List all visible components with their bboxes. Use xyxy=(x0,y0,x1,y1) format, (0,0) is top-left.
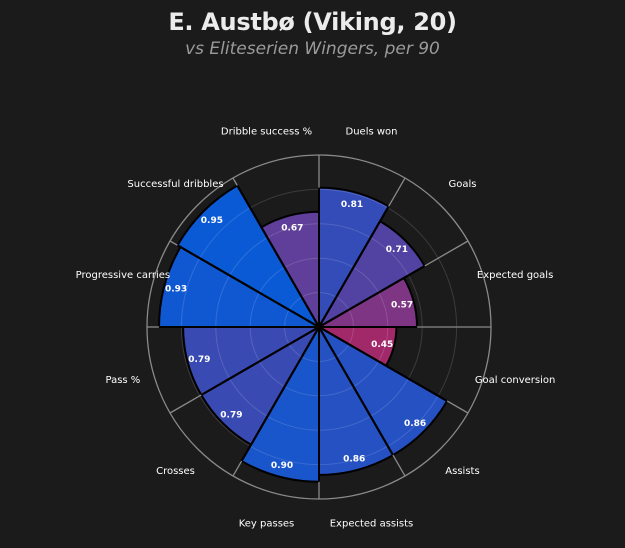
chart-title: E. Austbø (Viking, 20) xyxy=(168,8,457,36)
value-label: 0.81 xyxy=(341,200,363,210)
spoke-dark xyxy=(318,265,426,328)
bar-wedge xyxy=(176,184,322,330)
spoke-light xyxy=(232,460,243,477)
spoke-light xyxy=(424,240,469,267)
value-label: 0.86 xyxy=(343,454,365,464)
category-label: Goals xyxy=(449,179,477,190)
bars-layer xyxy=(158,184,449,483)
value-label: 0.86 xyxy=(404,419,426,429)
spoke-light xyxy=(392,454,406,477)
category-label: Progressive carries xyxy=(76,270,171,281)
value-label: 0.71 xyxy=(386,245,408,255)
category-label: Dribble success % xyxy=(221,126,312,137)
grid-layer xyxy=(146,154,492,500)
category-label: Pass % xyxy=(105,375,140,386)
chart-subtitle: vs Eliteserien Wingers, per 90 xyxy=(185,39,440,59)
spoke-dark xyxy=(318,326,394,456)
value-label: 0.93 xyxy=(165,285,187,295)
labels-layer: Duels won Goals Expected goals Goal convers… xyxy=(76,126,556,529)
spoke-dark xyxy=(236,184,320,328)
spoke-light xyxy=(232,177,238,186)
spoke-dark xyxy=(318,205,390,328)
value-label: 0.79 xyxy=(220,411,242,421)
category-label: Expected goals xyxy=(477,270,553,281)
value-label: 0.57 xyxy=(391,301,413,311)
center-dot xyxy=(316,324,322,330)
value-label: 0.90 xyxy=(271,461,293,471)
value-label: 0.95 xyxy=(201,216,223,226)
spoke-dark xyxy=(200,326,320,396)
value-label: 0.45 xyxy=(371,340,393,350)
spoke-light xyxy=(169,394,202,414)
value-label: 0.67 xyxy=(281,223,303,233)
category-label: Duels won xyxy=(346,126,398,137)
category-label: Assists xyxy=(445,466,479,477)
category-label: Crosses xyxy=(156,466,195,477)
category-label: Successful dribbles xyxy=(127,179,223,190)
spoke-dark xyxy=(318,326,448,402)
category-label: Expected assists xyxy=(330,519,414,530)
spoke-dark xyxy=(240,326,320,462)
value-label: 0.79 xyxy=(188,355,210,365)
spoke-light xyxy=(388,177,406,207)
category-label: Key passes xyxy=(239,519,295,530)
spoke-dark xyxy=(176,244,320,328)
spoke-light xyxy=(169,240,178,246)
category-label: Goal conversion xyxy=(475,375,556,386)
spoke-light xyxy=(446,400,469,414)
